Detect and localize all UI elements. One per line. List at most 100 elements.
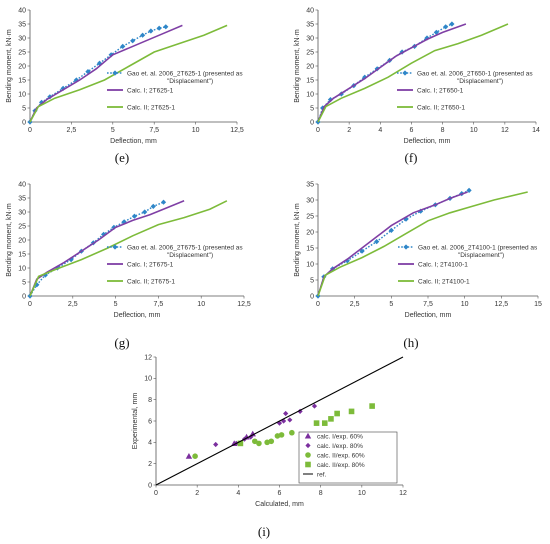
- y-tick-label: 35: [18, 21, 26, 28]
- y-tick-label: 10: [18, 91, 26, 98]
- x-tick-label: 5: [389, 301, 393, 308]
- data-point: [213, 441, 219, 448]
- x-tick-label: 10: [358, 490, 366, 497]
- y-tick-label: 20: [306, 63, 314, 70]
- chart-panel: 0 2,5 5 7,5 10 12,5 0 5 10 15 20 25 30 35 40 Deflection…: [6, 7, 244, 165]
- series: [29, 24, 183, 123]
- legend-label: Calc. I; 2T625-1: [127, 87, 174, 94]
- y-tick-label: 5: [310, 277, 314, 284]
- x-tick-label: 4: [236, 490, 240, 497]
- x-tick-label: 7,5: [423, 301, 433, 308]
- x-tick-label: 2,5: [68, 301, 78, 308]
- x-axis-label: Deflection, mm: [110, 138, 157, 145]
- y-tick-label: 12: [144, 354, 152, 361]
- legend: Gao et. al. 2006_2T4100-1 (presented as …: [398, 244, 538, 285]
- legend-label: Gao et. al. 2006_2T625-1 (presented as: [127, 70, 243, 77]
- x-tick-label: 12: [501, 127, 509, 134]
- data-point: [348, 408, 355, 415]
- legend-item: Calc. II; 2T4100-1: [398, 278, 470, 285]
- x-tick-label: 2: [195, 490, 199, 497]
- data-point: [252, 438, 258, 445]
- y-tick-label: 8: [148, 397, 152, 404]
- legend: calc. I/exp. 60% calc. I/exp. 80% calc. II…: [298, 431, 398, 484]
- x-tick-label: 2,5: [67, 127, 77, 134]
- series: [27, 24, 169, 125]
- x-tick-label: 5: [111, 127, 115, 134]
- data-point: [328, 416, 334, 422]
- legend-label: calc. II/exp. 80%: [317, 462, 365, 469]
- data-point: [156, 25, 162, 31]
- y-tick-label: 40: [18, 7, 26, 14]
- x-axis-label: Deflection, mm: [404, 138, 451, 145]
- legend-label: Calc. II; 2T625-1: [127, 104, 175, 111]
- legend-label-cont: "Displacement"): [457, 78, 503, 85]
- y-tick-label: 10: [144, 376, 152, 383]
- data-point: [466, 187, 472, 193]
- data-point: [256, 440, 262, 447]
- x-tick-label: 5: [114, 301, 118, 308]
- y-tick-label: 5: [22, 105, 26, 112]
- data-point: [449, 21, 455, 27]
- panel-caption: (g): [114, 335, 129, 350]
- panel-caption: (e): [115, 150, 129, 165]
- data-point: [108, 52, 114, 58]
- x-tick-label: 0: [28, 127, 32, 134]
- y-tick-label: 35: [306, 181, 314, 188]
- legend-item: Calc. II; 2T650-1: [397, 104, 465, 111]
- series: [317, 23, 467, 123]
- y-tick-label: 5: [310, 105, 314, 112]
- y-tick-label: 15: [306, 77, 314, 84]
- data-point: [73, 77, 79, 83]
- y-axis-label: Bending moment, kN·m: [6, 29, 13, 103]
- legend-label: calc. I/exp. 60%: [317, 433, 363, 440]
- data-point: [268, 438, 275, 445]
- y-tick-label: 25: [18, 49, 26, 56]
- data-point: [148, 28, 154, 34]
- x-tick-label: 0: [28, 301, 32, 308]
- legend: Gao et. al. 2006_2T675-1 (presented as "…: [107, 244, 243, 285]
- y-tick-label: 0: [22, 119, 26, 126]
- panel-caption: (i): [258, 524, 270, 539]
- legend-swatch: [305, 461, 311, 468]
- x-tick-label: 12,5: [237, 301, 251, 308]
- legend-item: Calc. II; 2T625-1: [107, 104, 175, 111]
- legend: Gao et. al. 2006_2T625-1 (presented as "…: [107, 70, 243, 111]
- x-tick-label: 7,5: [154, 301, 164, 308]
- series-line: [29, 24, 183, 123]
- legend-label: Calc. II; 2T4100-1: [418, 278, 470, 285]
- series-line: [317, 23, 467, 123]
- y-tick-label: 20: [18, 63, 26, 70]
- legend-label: ref.: [317, 471, 327, 478]
- legend-item: Gao et. al. 2006_2T625-1 (presented as "…: [107, 70, 243, 85]
- data-point: [68, 257, 74, 263]
- y-tick-label: 4: [148, 440, 152, 447]
- legend-item: ref.: [303, 471, 327, 478]
- y-axis-label: Bending moment, kN·m: [294, 203, 301, 277]
- chart-panel: 0 2 4 6 8 10 12 14 0 5 10 15 20 25 30 35 40 Deflection, m…: [294, 7, 540, 165]
- legend-item: Gao et. al. 2006_2T650-1 (presented as "…: [397, 70, 533, 85]
- data-point: [433, 29, 439, 35]
- y-tick-label: 20: [306, 229, 314, 236]
- y-tick-label: 30: [306, 35, 314, 42]
- chart-panel: 0 2,5 5 7,5 10 12,5 15 0 5 10 15 20 25 30 35 Deflection…: [294, 181, 542, 350]
- y-tick-label: 15: [18, 251, 26, 258]
- chart-panel: 0 2 4 6 8 10 12 0 2 4 6 8 10 12 Calculated, mm Experime…: [132, 354, 407, 539]
- data-point: [131, 213, 138, 219]
- y-tick-label: 15: [18, 77, 26, 84]
- x-tick-label: 6: [278, 490, 282, 497]
- legend-label-cont: "Displacement"): [458, 252, 504, 259]
- x-tick-label: 7,5: [149, 127, 159, 134]
- y-tick-label: 0: [310, 119, 314, 126]
- y-tick-label: 25: [18, 223, 26, 230]
- legend-swatch: [305, 442, 311, 449]
- y-tick-label: 10: [306, 261, 314, 268]
- y-tick-label: 25: [306, 49, 314, 56]
- legend-box: [298, 431, 398, 484]
- x-tick-label: 6: [409, 127, 413, 134]
- y-tick-label: 10: [306, 91, 314, 98]
- series: [192, 429, 295, 460]
- legend-item: Calc. II; 2T675-1: [107, 278, 175, 285]
- data-point: [334, 410, 340, 417]
- data-point: [320, 105, 326, 111]
